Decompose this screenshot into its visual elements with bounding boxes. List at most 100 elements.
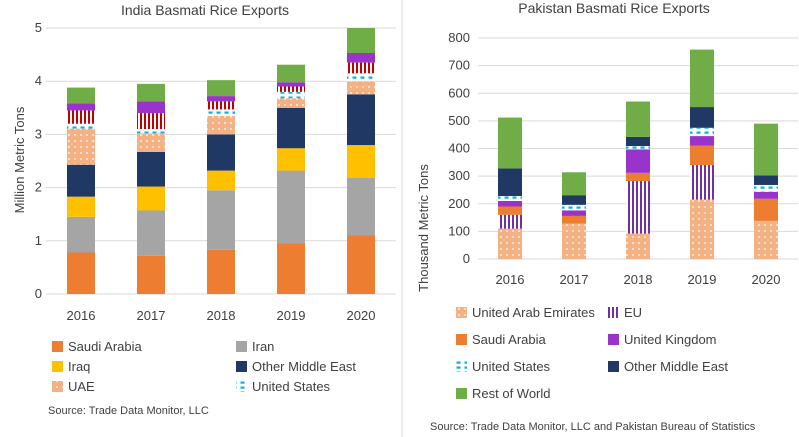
india-bar-iran-2018 [207, 190, 235, 250]
pak-y-tick-label: 600 [448, 85, 470, 100]
india-bar-other-8-2020 [347, 28, 375, 54]
india-bar-united-states-2016 [67, 123, 95, 129]
india-bar-iran-2016 [67, 216, 95, 253]
india-bar-other-7-2018 [207, 96, 235, 102]
pak-bar-united-arab-emirates-2016 [498, 228, 522, 259]
pak-bar-united-kingdom-2019 [690, 136, 714, 146]
pak-bar-eu-2018 [626, 181, 650, 234]
pak-bar-united-arab-emirates-2018 [626, 233, 650, 259]
india-bar-other-7-2016 [67, 103, 95, 111]
india-bar-iran-2019 [277, 170, 305, 244]
india-bar-iran-2020 [347, 178, 375, 236]
india-y-tick-label: 0 [35, 286, 42, 301]
pak-legend-swatch-saudi-arabia [456, 334, 467, 345]
pak-bar-rest-of-world-2016 [498, 117, 522, 169]
pak-bar-united-kingdom-2016 [498, 200, 522, 207]
india-bar-other-7-2017 [137, 101, 165, 114]
india-legend-swatch-iraq [52, 361, 63, 372]
india-bar-saudi-arabia-2017 [137, 255, 165, 294]
pak-bar-other-middle-east-2018 [626, 136, 650, 147]
pakistan-y-axis-label: Thousand Metric Tons [416, 164, 431, 292]
india-bar-other-middle-east-2017 [137, 151, 165, 187]
pak-bar-united-states-2018 [626, 146, 650, 150]
pak-bar-united-kingdom-2018 [626, 149, 650, 173]
pak-bar-rest-of-world-2019 [690, 49, 714, 108]
india-x-tick-label: 2017 [137, 308, 166, 323]
india-source: Source: Trade Data Monitor, LLC [48, 405, 209, 417]
india-bar-other-7-2020 [347, 53, 375, 63]
india-legend-label-united-states: United States [252, 379, 331, 394]
india-bar-uae-2016 [67, 128, 95, 165]
india-y-tick-label: 2 [35, 180, 42, 195]
india-bar-saudi-arabia-2018 [207, 249, 235, 294]
pak-bar-united-arab-emirates-2020 [754, 220, 778, 259]
india-x-tick-label: 2019 [277, 308, 306, 323]
india-bar-other-6-2019 [277, 86, 305, 92]
india-y-tick-label: 3 [35, 126, 42, 141]
india-legend-label-saudi-arabia: Saudi Arabia [68, 339, 142, 354]
india-bar-other-6-2020 [347, 62, 375, 74]
india-y-axis-label: Million Metric Tons [12, 106, 27, 213]
india-bar-other-middle-east-2018 [207, 134, 235, 171]
pak-legend-label-rest-of-world: Rest of World [472, 386, 551, 401]
india-y-tick-label: 5 [35, 20, 42, 35]
india-chart-title: India Basmati Rice Exports [121, 2, 289, 18]
pak-x-tick-label: 2016 [496, 272, 525, 287]
pak-y-tick-label: 700 [448, 58, 470, 73]
india-bar-united-states-2017 [137, 129, 165, 134]
pak-legend-label-saudi-arabia: Saudi Arabia [472, 332, 546, 347]
india-bar-iraq-2020 [347, 145, 375, 179]
pak-bar-united-states-2019 [690, 127, 714, 137]
india-bar-other-middle-east-2020 [347, 94, 375, 146]
pak-bar-saudi-arabia-2016 [498, 206, 522, 215]
india-bar-other-7-2019 [277, 82, 305, 87]
india-bar-other-8-2018 [207, 80, 235, 97]
india-legend-swatch-united-states [236, 381, 247, 392]
pak-x-tick-label: 2018 [624, 272, 653, 287]
india-legend-swatch-uae [52, 381, 63, 392]
pakistan-chart-title: Pakistan Basmati Rice Exports [518, 0, 709, 16]
pak-y-tick-label: 800 [448, 30, 470, 45]
pak-bar-other-middle-east-2016 [498, 168, 522, 197]
india-x-tick-label: 2016 [67, 308, 96, 323]
india-bar-uae-2017 [137, 133, 165, 152]
india-bar-united-states-2020 [347, 73, 375, 82]
pak-bar-eu-2016 [498, 214, 522, 229]
pak-legend-swatch-united-kingdom [608, 334, 619, 345]
india-x-tick-label: 2020 [347, 308, 376, 323]
pak-bar-united-kingdom-2020 [754, 191, 778, 199]
pak-bar-united-states-2016 [498, 196, 522, 201]
india-bar-saudi-arabia-2019 [277, 243, 305, 294]
pak-legend-swatch-united-states [456, 361, 467, 372]
india-bar-iraq-2019 [277, 148, 305, 171]
india-bar-united-states-2018 [207, 109, 235, 116]
pak-y-tick-label: 500 [448, 113, 470, 128]
pak-bar-other-middle-east-2019 [690, 107, 714, 128]
india-bar-other-8-2016 [67, 87, 95, 104]
pak-legend-swatch-united-arab-emirates [456, 307, 467, 318]
pak-bar-saudi-arabia-2020 [754, 198, 778, 221]
pak-legend-swatch-rest-of-world [456, 388, 467, 399]
pak-legend-label-eu: EU [624, 305, 642, 320]
india-y-tick-label: 1 [35, 233, 42, 248]
india-bar-saudi-arabia-2016 [67, 252, 95, 294]
pak-bar-eu-2019 [690, 165, 714, 200]
pak-legend-label-united-arab-emirates: United Arab Emirates [472, 305, 595, 320]
india-legend-swatch-saudi-arabia [52, 341, 63, 352]
pak-x-tick-label: 2017 [560, 272, 589, 287]
india-y-tick-label: 4 [35, 73, 42, 88]
pak-bar-united-arab-emirates-2017 [562, 223, 586, 259]
india-bar-united-states-2019 [277, 91, 305, 99]
pak-bar-rest-of-world-2017 [562, 172, 586, 196]
pak-y-tick-label: 200 [448, 196, 470, 211]
india-x-tick-label: 2018 [207, 308, 236, 323]
pak-bar-saudi-arabia-2017 [562, 215, 586, 224]
pak-y-tick-label: 0 [463, 251, 470, 266]
pak-y-tick-label: 400 [448, 141, 470, 156]
pak-bar-other-middle-east-2020 [754, 175, 778, 185]
india-bar-uae-2020 [347, 81, 375, 95]
india-bar-other-middle-east-2019 [277, 107, 305, 149]
pak-bar-united-states-2017 [562, 204, 586, 211]
